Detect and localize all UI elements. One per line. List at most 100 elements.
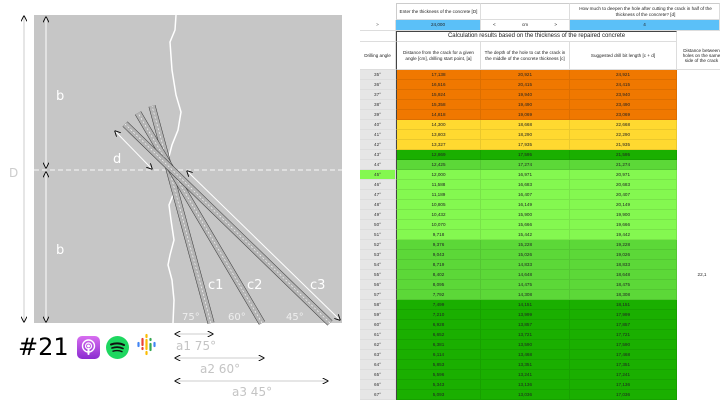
unit-prev-button[interactable]: < xyxy=(493,22,496,28)
row-c-value: 15,666 xyxy=(481,220,570,230)
calculation-spreadsheet: Enter the thickness of the concrete [D] … xyxy=(360,0,720,400)
row-cd-value: 17,721 xyxy=(570,330,677,340)
row-c-value: 15,026 xyxy=(481,250,570,260)
row-angle: 52° xyxy=(360,240,396,250)
row-c-value: 20,921 xyxy=(481,70,570,80)
row-angle: 45° xyxy=(360,170,396,180)
row-angle: 63° xyxy=(360,350,396,360)
row-angle: 57° xyxy=(360,290,396,300)
episode-badge: #21 xyxy=(18,333,158,361)
row-cd-value: 17,136 xyxy=(570,380,677,390)
row-a-value: 6,381 xyxy=(396,340,481,350)
label-a1: a1 75° xyxy=(176,339,216,353)
label-c1: c1 xyxy=(208,278,223,293)
distance-value: 22,1 xyxy=(697,272,707,278)
blank-header-cell xyxy=(481,3,570,20)
col-header-c: The depth of the hole to cut the crack i… xyxy=(481,42,570,70)
episode-number: #21 xyxy=(18,333,69,361)
row-cd-value: 20,971 xyxy=(570,170,677,180)
deepen-input[interactable]: 4 xyxy=(570,20,720,31)
row-angle: 46° xyxy=(360,180,396,190)
row-a-value: 12,869 xyxy=(396,150,481,160)
row-c-value: 19,069 xyxy=(481,110,570,120)
row-c-value: 16,407 xyxy=(481,190,570,200)
row-cd-value: 18,308 xyxy=(570,290,677,300)
row-cd-value: 19,228 xyxy=(570,240,677,250)
row-angle: 51° xyxy=(360,230,396,240)
row-a-value: 5,093 xyxy=(396,390,481,400)
row-a-value: 12,000 xyxy=(396,170,481,180)
row-cd-value: 20,683 xyxy=(570,180,677,190)
row-a-value: 5,343 xyxy=(396,380,481,390)
row-a-value: 7,210 xyxy=(396,310,481,320)
row-c-value: 14,308 xyxy=(481,290,570,300)
row-a-value: 9,376 xyxy=(396,240,481,250)
row-c-value: 16,683 xyxy=(481,180,570,190)
row-c-value: 17,935 xyxy=(481,140,570,150)
col-header-cd: Suggested drill bit length [c + d] xyxy=(570,42,677,70)
row-a-value: 15,924 xyxy=(396,90,481,100)
row-a-value: 11,588 xyxy=(396,180,481,190)
next-arrow-button[interactable]: > xyxy=(360,20,396,31)
row-cd-value: 22,668 xyxy=(570,120,677,130)
row-cd-value: 18,475 xyxy=(570,280,677,290)
label-b-bottom: b xyxy=(56,243,64,258)
row-a-value: 6,652 xyxy=(396,330,481,340)
row-cd-value: 17,036 xyxy=(570,390,677,400)
row-angle: 53° xyxy=(360,250,396,260)
row-a-value: 5,853 xyxy=(396,360,481,370)
row-angle: 54° xyxy=(360,260,396,270)
thickness-label: Enter the thickness of the concrete [D] xyxy=(396,3,481,20)
row-cd-value: 20,149 xyxy=(570,200,677,210)
row-angle: 66° xyxy=(360,380,396,390)
row-angle: 37° xyxy=(360,90,396,100)
label-c2: c2 xyxy=(247,278,262,293)
row-angle: 44° xyxy=(360,160,396,170)
row-angle: 47° xyxy=(360,190,396,200)
row-cd-value: 17,351 xyxy=(570,360,677,370)
row-cd-value: 21,595 xyxy=(570,150,677,160)
label-a3: a3 45° xyxy=(232,385,272,399)
row-a-value: 10,432 xyxy=(396,210,481,220)
row-a-value: 17,138 xyxy=(396,70,481,80)
row-angle: 40° xyxy=(360,120,396,130)
angle-75: 75° xyxy=(182,312,200,323)
row-c-value: 17,274 xyxy=(481,160,570,170)
apple-podcasts-icon[interactable] xyxy=(76,335,100,359)
row-cd-value: 18,648 xyxy=(570,270,677,280)
row-c-value: 18,290 xyxy=(481,130,570,140)
row-a-value: 8,402 xyxy=(396,270,481,280)
col-header-angle: Drilling angle xyxy=(360,42,396,70)
row-cd-value: 19,442 xyxy=(570,230,677,240)
row-a-value: 5,596 xyxy=(396,370,481,380)
row-a-value: 12,425 xyxy=(396,160,481,170)
row-c-value: 14,475 xyxy=(481,280,570,290)
row-c-value: 16,149 xyxy=(481,200,570,210)
row-cd-value: 18,151 xyxy=(570,300,677,310)
row-cd-value: 21,274 xyxy=(570,160,677,170)
row-a-value: 6,114 xyxy=(396,350,481,360)
c3-arrow xyxy=(187,171,340,320)
row-c-value: 13,351 xyxy=(481,360,570,370)
google-podcasts-icon[interactable] xyxy=(135,333,158,361)
row-c-value: 17,595 xyxy=(481,150,570,160)
spotify-icon[interactable] xyxy=(105,335,129,359)
row-c-value: 13,999 xyxy=(481,310,570,320)
row-angle: 50° xyxy=(360,220,396,230)
row-angle: 38° xyxy=(360,100,396,110)
row-a-value: 15,358 xyxy=(396,100,481,110)
unit-selector[interactable]: < cm > xyxy=(481,20,570,31)
row-angle: 67° xyxy=(360,390,396,400)
row-c-value: 13,590 xyxy=(481,340,570,350)
angle-45: 45° xyxy=(286,312,304,323)
row-a-value: 10,805 xyxy=(396,200,481,210)
thickness-input[interactable]: 24,000 xyxy=(396,20,481,31)
unit-value: cm xyxy=(521,22,529,28)
row-c-value: 15,442 xyxy=(481,230,570,240)
label-b-top: b xyxy=(56,89,64,104)
row-cd-value: 23,490 xyxy=(570,100,677,110)
row-c-value: 19,490 xyxy=(481,100,570,110)
unit-next-button[interactable]: > xyxy=(554,22,557,28)
row-c-value: 13,857 xyxy=(481,320,570,330)
row-c-value: 13,721 xyxy=(481,330,570,340)
